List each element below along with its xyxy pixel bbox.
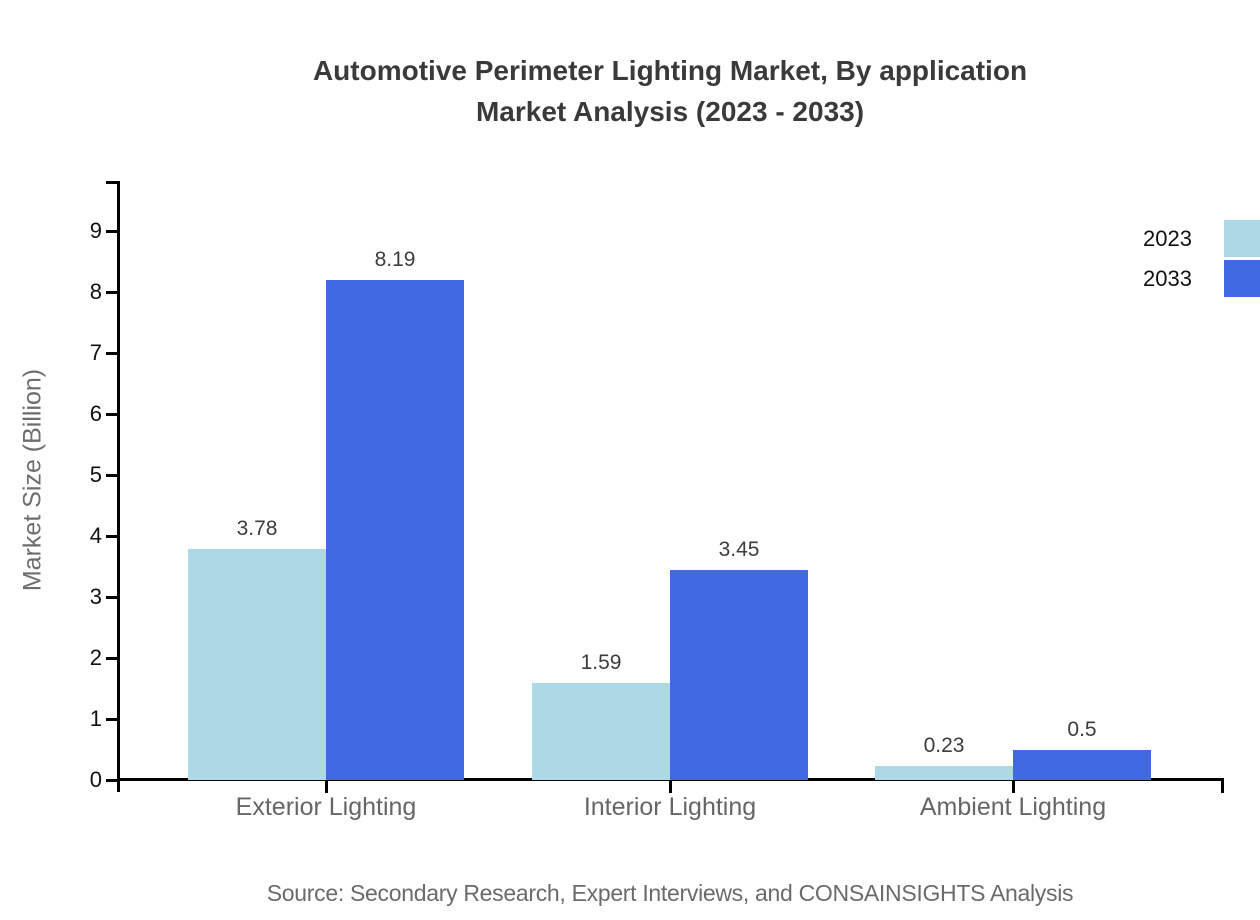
- y-axis-top-tick: [106, 181, 118, 184]
- y-axis-line: [117, 181, 120, 792]
- chart-title-line2: Market Analysis (2023 - 2033): [475, 96, 865, 127]
- x-category-label: Exterior Lighting: [235, 793, 417, 821]
- x-axis-tick: [324, 780, 328, 793]
- y-axis-tick: [106, 412, 117, 416]
- bar-value-label: 3.45: [718, 537, 760, 561]
- y-axis-tick-label: 3: [89, 584, 102, 609]
- y-axis-tick: [106, 656, 117, 660]
- bar-2023-1: [532, 683, 670, 780]
- y-axis-tick: [106, 229, 117, 233]
- y-axis-tick: [106, 534, 117, 538]
- bar-2033-0: [326, 280, 464, 780]
- y-axis-tick-label: 8: [89, 279, 102, 304]
- y-axis-tick-label: 1: [89, 706, 102, 731]
- legend-swatch-2033: [1224, 260, 1260, 297]
- x-category-label: Interior Lighting: [583, 793, 757, 821]
- y-axis-tick: [106, 595, 117, 599]
- bar-2033-2: [1013, 749, 1151, 780]
- bar-value-label: 3.78: [236, 517, 278, 541]
- bar-value-label: 1.59: [580, 651, 622, 674]
- y-axis-tick-label: 4: [89, 523, 102, 548]
- y-axis-tick: [106, 717, 117, 721]
- bar-2023-2: [875, 765, 1013, 780]
- bar-value-label: 0.23: [923, 733, 965, 757]
- y-axis-tick: [106, 290, 117, 294]
- bar-value-label: 8.19: [374, 248, 416, 272]
- bar-2033-1: [670, 569, 808, 780]
- y-axis-tick-label: 9: [89, 218, 102, 243]
- y-axis-tick-label: 6: [89, 401, 102, 426]
- legend-label-2023: 2023: [1143, 226, 1192, 251]
- chart-title: Automotive Perimeter Lighting Market, By…: [118, 50, 1222, 132]
- x-axis-end-tick: [1220, 780, 1224, 793]
- bar-2023-0: [188, 549, 326, 780]
- source-note: Source: Secondary Research, Expert Inter…: [266, 880, 1074, 906]
- x-axis-tick: [1011, 780, 1015, 793]
- chart-title-line1: Automotive Perimeter Lighting Market, By…: [312, 55, 1028, 86]
- bar-value-label: 0.5: [1067, 717, 1097, 741]
- y-axis-tick-label: 7: [89, 340, 102, 365]
- legend-label-2033: 2033: [1143, 266, 1192, 291]
- y-axis-tick: [106, 778, 117, 782]
- y-axis-tick-label: 5: [89, 462, 102, 487]
- x-axis-tick: [668, 780, 672, 793]
- y-axis-tick-label: 0: [89, 767, 102, 792]
- x-category-label: Ambient Lighting: [919, 793, 1107, 821]
- y-axis-tick: [106, 351, 117, 355]
- y-axis-tick: [106, 473, 117, 477]
- y-axis-tick-label: 2: [89, 645, 102, 670]
- legend-swatch-2023: [1224, 220, 1260, 257]
